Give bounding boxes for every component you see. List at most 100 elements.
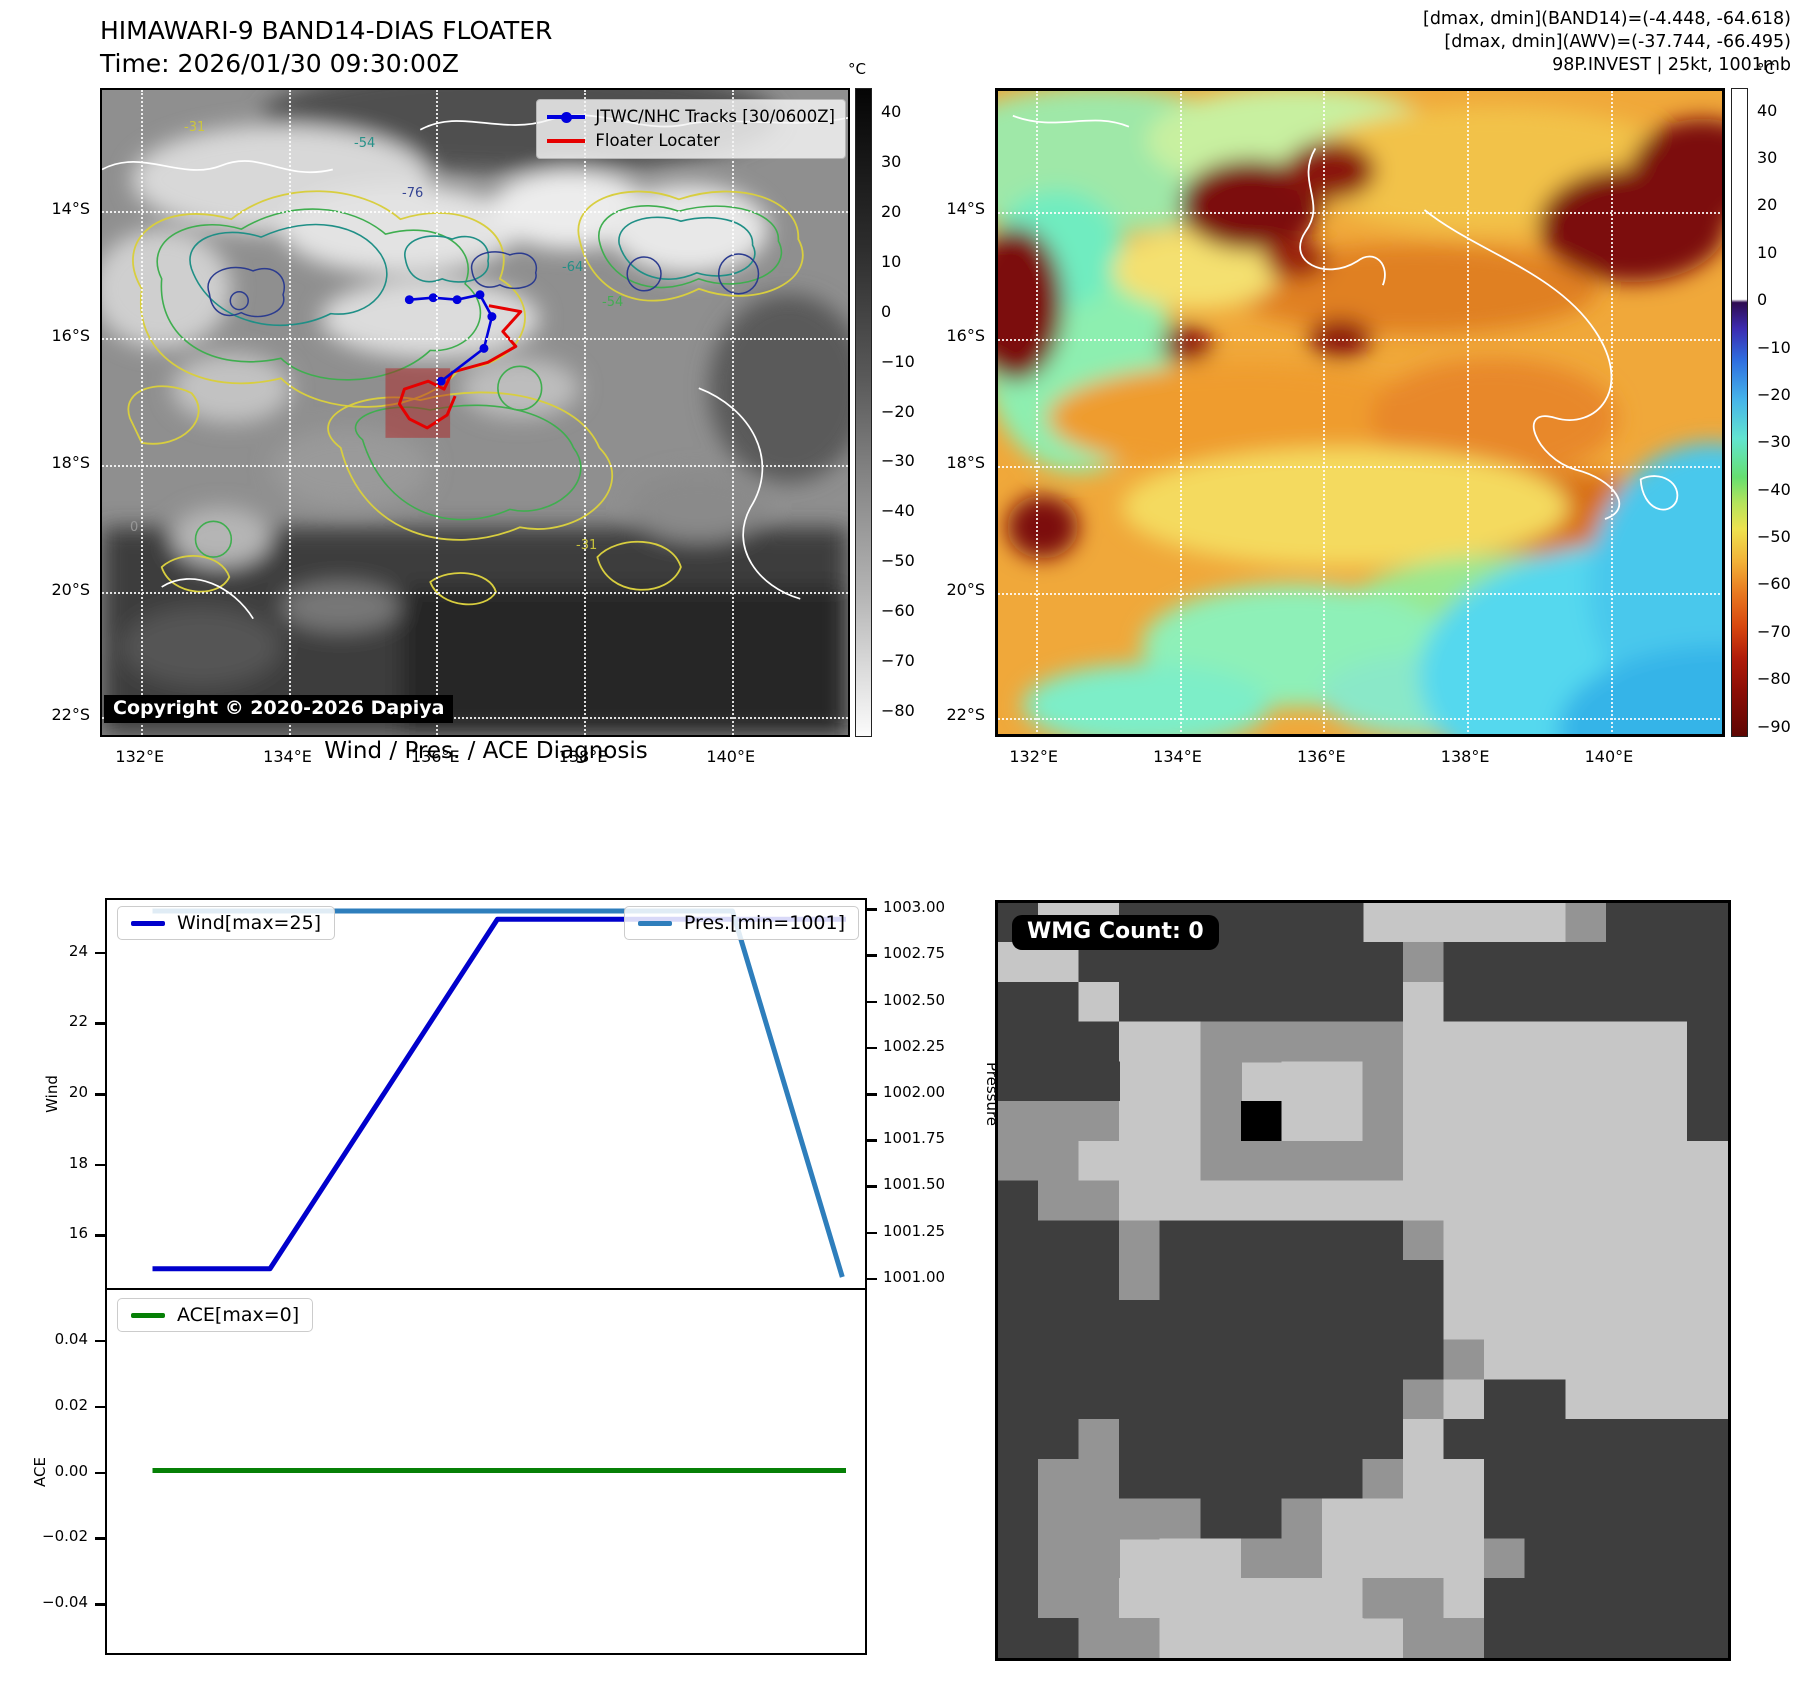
awv-gridline-h — [998, 718, 1722, 721]
wind-tick-mark — [95, 1234, 105, 1237]
wmg-pixel-grid — [998, 903, 1728, 1658]
band14-colorbar-tick-label: −10 — [881, 351, 915, 371]
band14-colorbar-tick-label: −30 — [881, 451, 915, 471]
wind-tick-mark — [95, 951, 105, 955]
chart-plot-area — [152, 1468, 846, 1473]
awv-colorbar-tick-label: −80 — [1757, 669, 1791, 689]
contour-value-label: -31 — [576, 538, 598, 553]
band14-colorbar-tick-label: −70 — [881, 651, 915, 671]
band14-gridline-h — [102, 338, 848, 341]
awv-colorbar-tick-label: −30 — [1757, 432, 1791, 452]
ace-tick-label: 0.00 — [54, 1461, 88, 1480]
track-legend-label: JTWC/NHC Tracks [30/0600Z] — [595, 107, 835, 126]
pressure-tick-mark — [867, 1231, 877, 1235]
wind-tick-mark — [95, 1022, 105, 1025]
floater-legend-label: Floater Locater — [595, 131, 720, 150]
awv-colorbar-tick-label: −40 — [1757, 479, 1791, 499]
awv-gridline-h — [998, 592, 1722, 595]
wind-tick-label: 24 — [68, 941, 88, 960]
band14-x-tick-label: 132°E — [115, 747, 165, 766]
band14-colorbar-tick-label: −50 — [881, 551, 915, 571]
contour-yellow — [127, 190, 804, 606]
contour-navy — [207, 251, 760, 318]
contour-value-label: -54 — [602, 295, 624, 310]
pressure-tick-label: 1002.75 — [883, 944, 946, 963]
awv-gridline-h — [998, 212, 1722, 214]
contour-teal — [189, 216, 756, 326]
awv-colorbar-tick-label: 40 — [1757, 100, 1778, 120]
wmg-pixel-map: WMG Count: 0 — [995, 900, 1731, 1661]
awv-coastline — [1012, 114, 1679, 520]
ace-chart: ACE[max=0] — [105, 1290, 867, 1655]
awv-gridline-v — [1610, 91, 1613, 734]
band14-gridline-v — [731, 90, 734, 735]
band14-gridline-v — [288, 90, 291, 735]
wind-tick-mark — [95, 1093, 105, 1096]
awv-satellite-map — [995, 88, 1725, 737]
awv-y-tick-label: 14°S — [946, 199, 985, 218]
band14-colorbar-tick-label: 10 — [881, 251, 902, 271]
pressure-tick-label: 1001.75 — [883, 1129, 946, 1148]
awv-x-tick-label: 132°E — [1009, 747, 1059, 766]
contour-value-label: 0 — [130, 520, 139, 535]
band14-colorbar — [855, 88, 872, 737]
jtwc-track-line — [404, 290, 497, 386]
band14-colorbar-tick-label: −40 — [881, 501, 915, 521]
ace-tick-label: 0.04 — [54, 1329, 88, 1348]
wind-legend-swatch — [131, 920, 165, 926]
awv-colorbar-tick-label: −50 — [1757, 527, 1791, 547]
wind-pressure-chart: Wind[max=25] Pres.[min=1001] — [105, 898, 867, 1290]
pressure-tick-mark — [867, 1093, 877, 1096]
pressure-tick-mark — [867, 1277, 877, 1281]
awv-colorbar-unit: °C — [1757, 60, 1775, 78]
band14-colorbar-unit: °C — [848, 60, 866, 78]
ace-legend: ACE[max=0] — [117, 1298, 314, 1332]
awv-colorbar-tick-label: −20 — [1757, 384, 1791, 404]
diagnosis-title: Wind / Pres. / ACE Diagnosis — [324, 738, 648, 764]
pressure-tick-mark — [867, 1046, 877, 1050]
contour-value-label: -54 — [354, 136, 376, 151]
wind-tick-label: 20 — [68, 1083, 88, 1101]
band14-gridline-v — [584, 90, 586, 735]
band14-map-legend: JTWC/NHC Tracks [30/0600Z] Floater Locat… — [536, 99, 846, 159]
band14-time: Time: 2026/01/30 09:30:00Z — [100, 49, 459, 78]
awv-satellite-art — [998, 91, 1722, 734]
pressure-tick-mark — [867, 1185, 877, 1188]
band14-colorbar-tick-label: 0 — [881, 301, 892, 321]
wind-tick-label: 18 — [68, 1153, 88, 1172]
ir-contours — [102, 114, 848, 620]
pressure-tick-label: 1003.00 — [883, 898, 946, 917]
awv-colorbar-tick-label: 0 — [1757, 290, 1768, 310]
band14-colorbar-tick-label: −20 — [881, 401, 915, 421]
contour-value-label: -64 — [562, 260, 584, 275]
band14-colorbar-tick-label: 40 — [881, 101, 902, 121]
wind-tick-label: 16 — [68, 1224, 88, 1243]
wind-legend-label: Wind[max=25] — [177, 912, 322, 934]
band14-y-tick-label: 18°S — [51, 452, 90, 472]
ace-tick-mark — [95, 1537, 105, 1540]
figure-title: HIMAWARI-9 BAND14-DIAS FLOATER Time: 202… — [100, 14, 552, 80]
chart-plot-area — [152, 908, 846, 1278]
dmax-dmin-awv: [dmax, dmin](AWV)=(-37.744, -66.495) — [1444, 32, 1791, 52]
awv-cloud-field — [998, 91, 1722, 734]
awv-x-tick-label: 134°E — [1153, 747, 1202, 766]
awv-x-tick-label: 138°E — [1440, 747, 1490, 766]
band14-colorbar-tick-label: −60 — [881, 601, 915, 621]
awv-colorbar-tick-label: −90 — [1757, 716, 1791, 736]
awv-colorbar-tick-label: 30 — [1757, 148, 1778, 168]
ace-tick-mark — [95, 1339, 105, 1343]
contour-value-label: -31 — [184, 120, 206, 135]
pressure-tick-label: 1001.50 — [883, 1175, 946, 1194]
floater-locater-path — [397, 304, 523, 430]
awv-gridline-v — [1035, 91, 1038, 734]
wmg-count-badge: WMG Count: 0 — [1012, 915, 1219, 950]
series-line-pres-min-1001- — [152, 908, 845, 1278]
storm-info-block: [dmax, dmin](BAND14)=(-4.448, -64.618) [… — [1423, 8, 1791, 77]
band14-colorbar-tick-label: −80 — [881, 701, 915, 721]
awv-y-tick-label: 18°S — [946, 452, 985, 472]
band14-satellite-art — [102, 90, 848, 735]
awv-gridline-h — [998, 465, 1722, 468]
awv-colorbar-tick-label: 20 — [1757, 195, 1778, 215]
band14-gridline-h — [102, 591, 848, 594]
pressure-tick-mark — [867, 1139, 877, 1142]
